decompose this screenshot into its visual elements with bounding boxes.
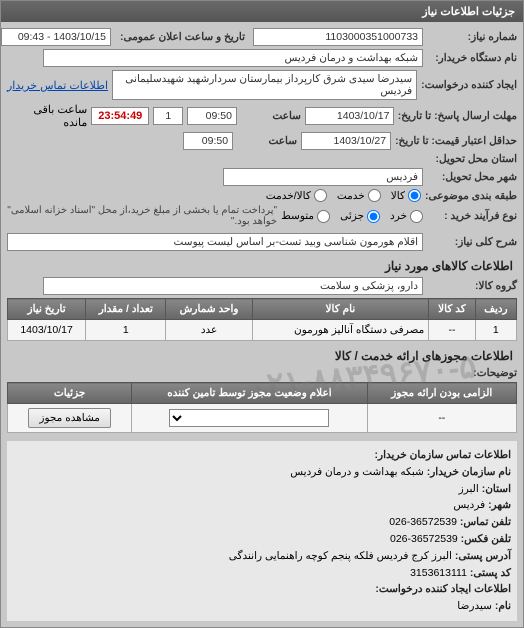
table-row[interactable]: -- مشاهده مجوز [8, 404, 517, 433]
deliver-city-label: شهر محل تحویل: [427, 171, 517, 183]
pkg-opt1[interactable]: کالا [391, 189, 421, 202]
col-name: نام کالا [252, 299, 429, 320]
licenses-section-title: اطلاعات مجوزهای ارائه خدمت / کالا [11, 349, 513, 363]
desc-value: اقلام هورمون شناسی وبید تست-بر اساس لیست… [7, 233, 423, 251]
goods-group-value: دارو، پزشکی و سلامت [43, 277, 423, 295]
buy-opt1[interactable]: خرد [390, 210, 423, 223]
valid-date-value: 1403/10/27 [301, 132, 391, 150]
contact-addr-label: آدرس پستی: [455, 550, 511, 562]
pkg-type-label: طبقه بندی موضوعی: [425, 190, 517, 202]
contact-addr: البرز کرج فردیس فلکه پنجم کوچه راهنمایی … [229, 550, 452, 562]
countdown-timer: 23:54:49 [91, 107, 149, 125]
contact-prov-label: استان: [482, 483, 511, 495]
pkg-opt3[interactable]: کالا/خدمت [266, 189, 327, 202]
pkg-opt2[interactable]: خدمت [337, 189, 381, 202]
requester-label: ایجاد کننده درخواست: [421, 79, 517, 91]
buy-radio-2[interactable] [367, 210, 380, 223]
col-row: ردیف [475, 299, 516, 320]
contact-phone: 36572539-026 [389, 516, 457, 528]
lic-col-status: اعلام وضعیت مجوز توسط تامین کننده [132, 383, 367, 404]
pkg-type-radio-group: کالا خدمت کالا/خدمت [266, 189, 421, 202]
buyer-dev-value: شبکه بهداشت و درمان فردیس [43, 49, 423, 67]
contact-creator-title: اطلاعات ایجاد کننده درخواست: [375, 583, 511, 595]
contact-zip-label: کد پستی: [470, 567, 511, 579]
cell-code: -- [429, 320, 475, 341]
resp-date-value: 1403/10/17 [305, 107, 395, 125]
contact-block: اطلاعات تماس سازمان خریدار: نام سازمان خ… [7, 441, 517, 621]
view-license-button[interactable]: مشاهده مجوز [28, 408, 111, 428]
buyer-dev-label: نام دستگاه خریدار: [427, 52, 517, 64]
contact-fax: 36572539-026 [390, 533, 458, 545]
contact-title: اطلاعات تماس سازمان خریدار: [375, 449, 511, 461]
col-date: تاریخ نیاز [8, 299, 86, 320]
buy-radio-3[interactable] [317, 210, 330, 223]
buy-type-radio-group: خرد جزئی متوسط [281, 210, 423, 223]
pkg-radio-1[interactable] [408, 189, 421, 202]
contact-link[interactable]: اطلاعات تماس خریدار [7, 79, 108, 92]
deliver-prov-label: استان محل تحویل: [427, 153, 517, 165]
buy-opt2[interactable]: جزئی [340, 210, 380, 223]
table-row[interactable]: 1 -- مصرفی دستگاه آنالیز هورمون عدد 1 14… [8, 320, 517, 341]
contact-name: سیدرضا [457, 600, 492, 612]
pub-date-label: تاریخ و ساعت اعلان عمومی: [115, 31, 245, 43]
lic-desc-title: توضیحات: [427, 367, 517, 379]
lic-col-mandatory: الزامی بودن ارائه مجوز [367, 383, 516, 404]
contact-name-label: نام: [495, 600, 511, 612]
requester-value: سیدرضا سیدی شرق کارپرداز بیمارستان سردار… [112, 70, 417, 100]
countdown-suffix: ساعت باقی مانده [7, 103, 87, 129]
req-no-value: 1103000351000733 [253, 28, 423, 46]
cell-qty: 1 [86, 320, 166, 341]
contact-org: شبکه بهداشت و درمان فردیس [290, 466, 424, 478]
desc-label: شرح کلی نیاز: [427, 236, 517, 248]
buy-type-label: نوع فرآیند خرید : [427, 210, 517, 222]
contact-city: فردیس [453, 499, 485, 511]
buy-radio-1[interactable] [410, 210, 423, 223]
contact-prov: البرز [459, 483, 479, 495]
contact-city-label: شهر: [488, 499, 511, 511]
buy-opt3[interactable]: متوسط [281, 210, 330, 223]
pub-date-value: 1403/10/15 - 09:43 [1, 28, 111, 46]
deliver-city-value: فردیس [223, 168, 423, 186]
cell-name: مصرفی دستگاه آنالیز هورمون [252, 320, 429, 341]
cell-n: 1 [475, 320, 516, 341]
contact-org-label: نام سازمان خریدار: [427, 466, 511, 478]
time-label-1: ساعت [241, 110, 301, 122]
lic-mandatory-val: -- [367, 404, 516, 433]
goods-section-title: اطلاعات کالاهای مورد نیاز [11, 259, 513, 273]
lic-status-select[interactable] [169, 409, 329, 427]
contact-fax-label: تلفن فکس: [461, 533, 511, 545]
licenses-table: الزامی بودن ارائه مجوز اعلام وضعیت مجوز … [7, 382, 517, 433]
valid-until-label: حداقل اعتبار قیمت: تا تاریخ: [395, 135, 517, 147]
lic-col-actions: جزئیات [8, 383, 132, 404]
col-code: کد کالا [429, 299, 475, 320]
buy-note: "پرداخت تمام یا بخشی از مبلغ خرید،از محل… [7, 205, 277, 227]
pkg-radio-3[interactable] [314, 189, 327, 202]
valid-time-value: 09:50 [183, 132, 233, 150]
time-label-2: ساعت [237, 135, 297, 147]
cell-date: 1403/10/17 [8, 320, 86, 341]
col-qty: تعداد / مقدار [86, 299, 166, 320]
resp-time-value: 09:50 [187, 107, 237, 125]
pkg-radio-2[interactable] [368, 189, 381, 202]
resp-deadline-label: مهلت ارسال پاسخ: تا تاریخ: [398, 110, 517, 122]
goods-table: ردیف کد کالا نام کالا واحد شمارش تعداد /… [7, 298, 517, 341]
contact-zip: 3153613111 [410, 567, 467, 579]
req-no-label: شماره نیاز: [427, 31, 517, 43]
panel-title: جزئیات اطلاعات نیاز [1, 1, 523, 22]
goods-group-label: گروه کالا: [427, 280, 517, 292]
cell-unit: عدد [166, 320, 252, 341]
contact-phone-label: تلفن تماس: [460, 516, 511, 528]
col-unit: واحد شمارش [166, 299, 252, 320]
page-of: 1 [153, 107, 183, 125]
